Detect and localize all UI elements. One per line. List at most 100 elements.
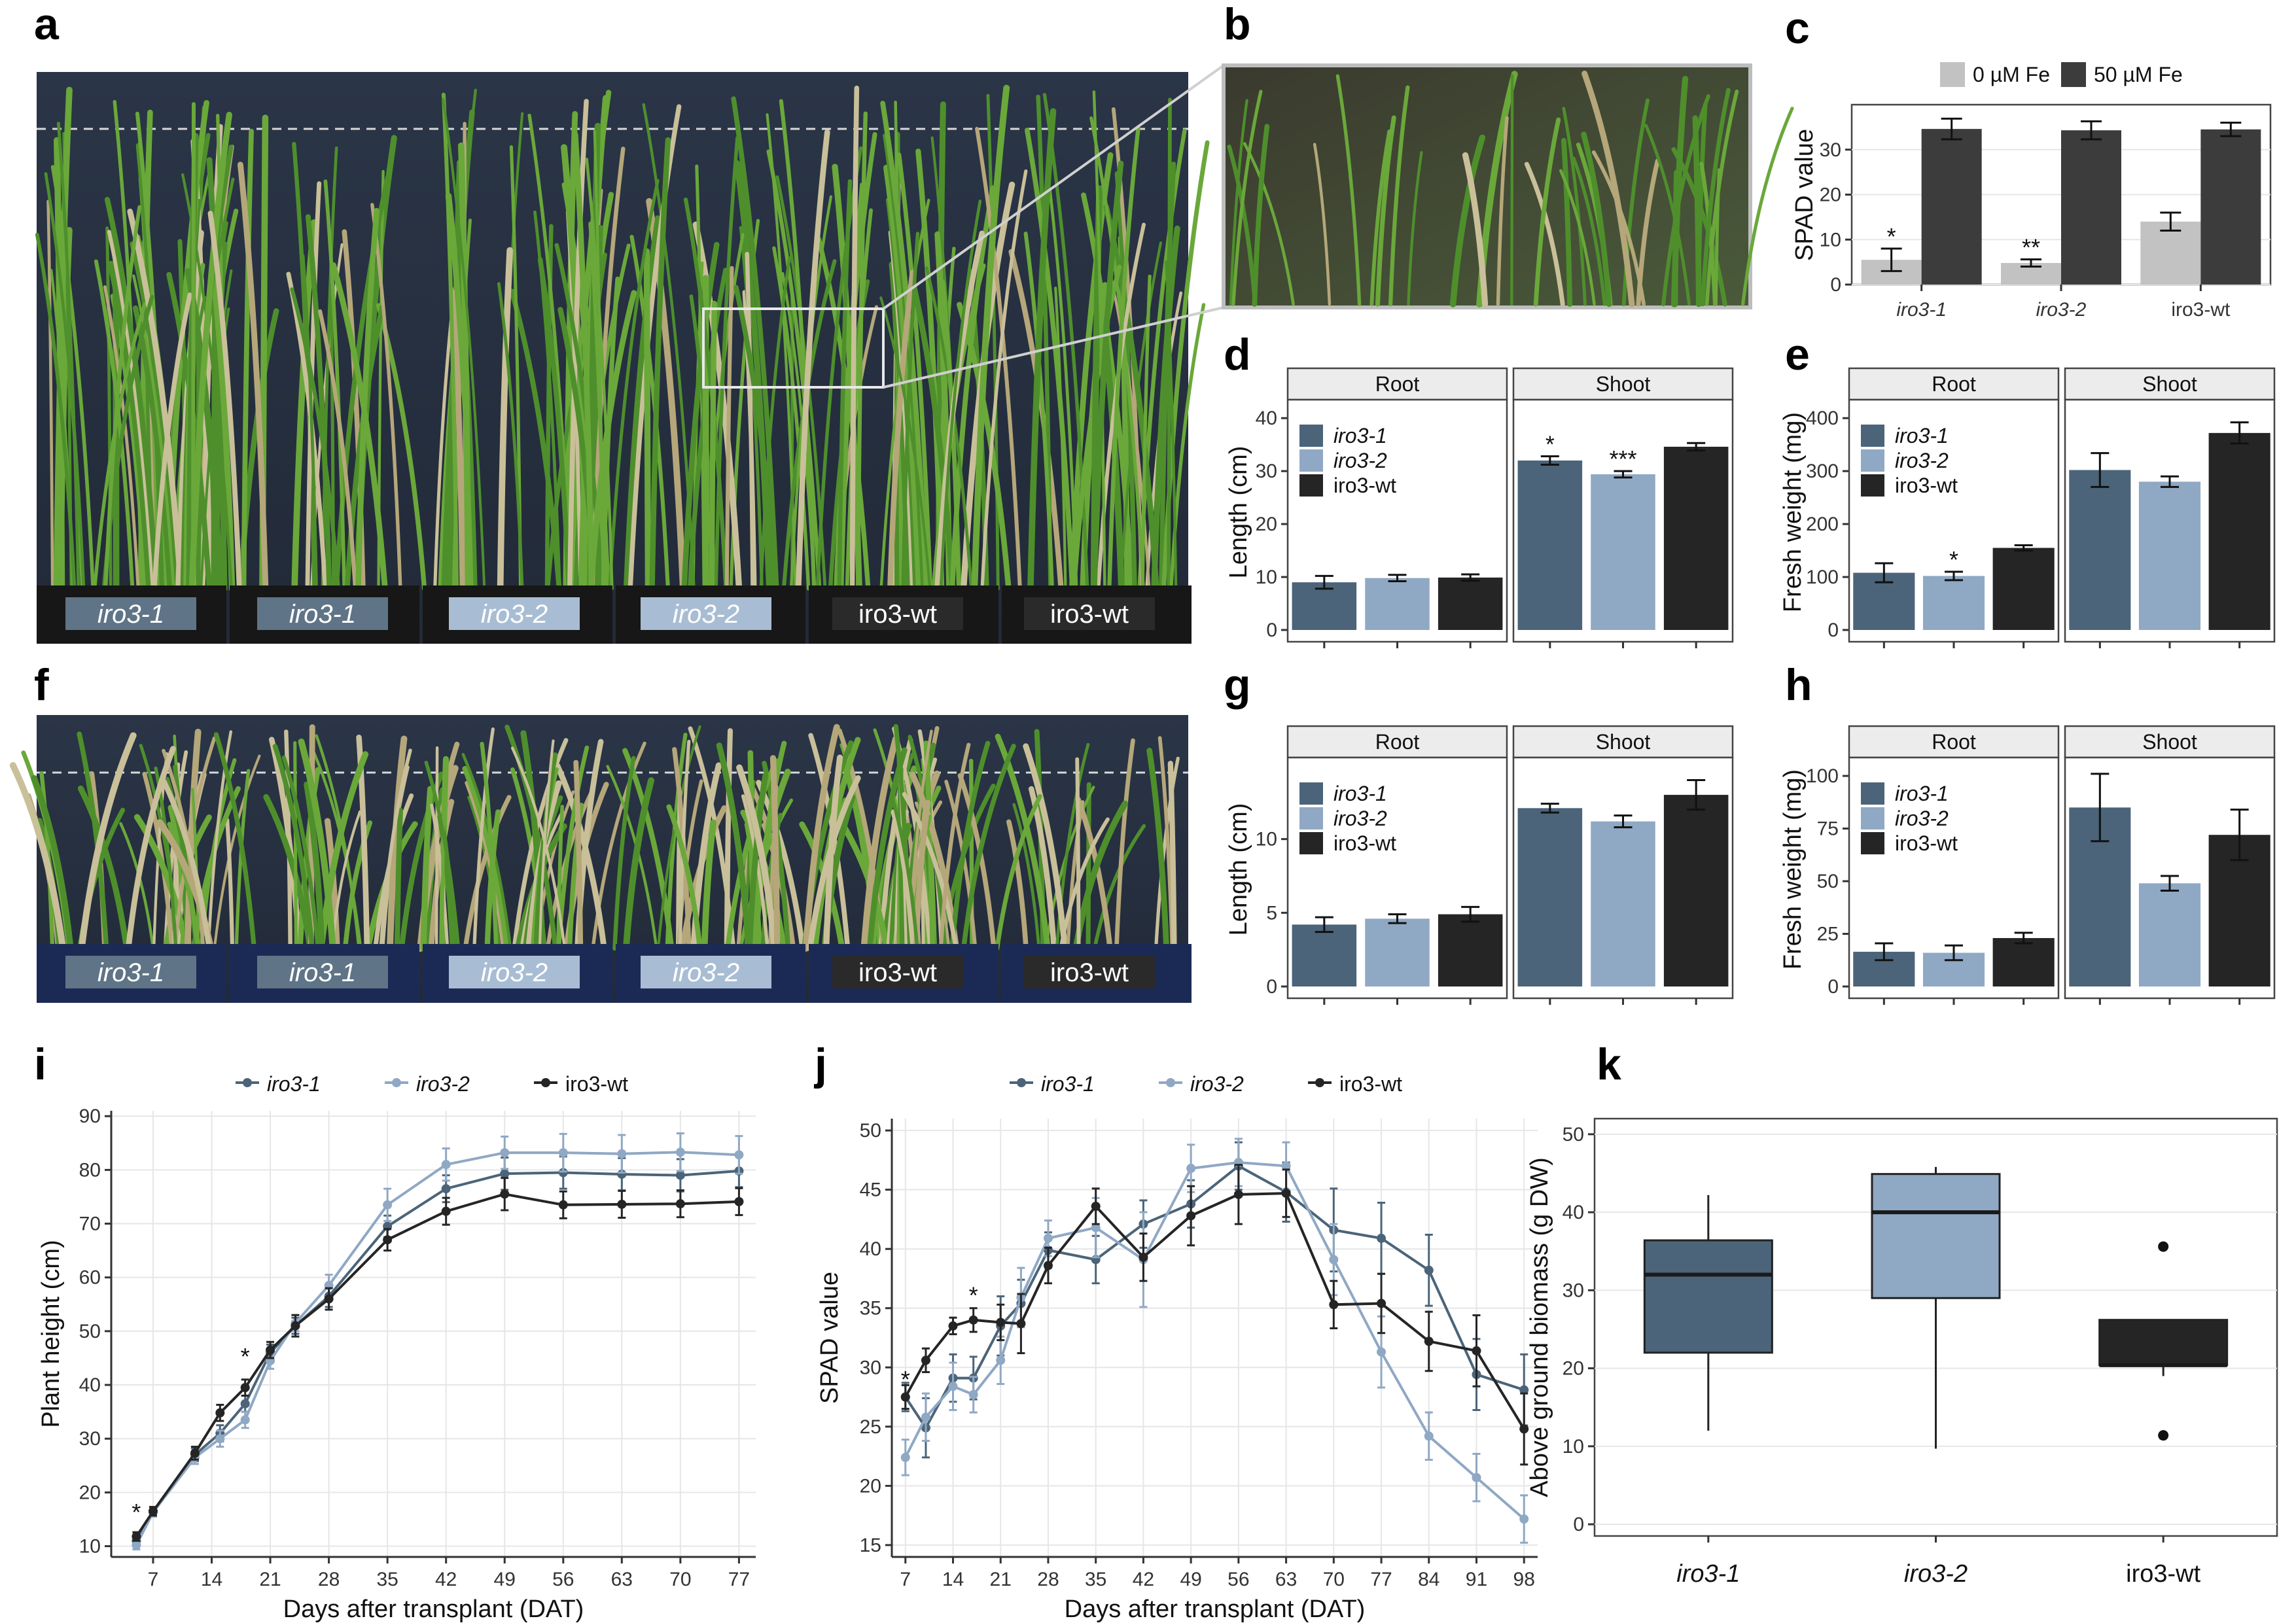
legend-swatch: [1861, 449, 1884, 472]
plant-leaf: [213, 754, 261, 950]
legend-label: iro3-2: [1895, 449, 1949, 472]
plant-leaf: [1093, 824, 1146, 951]
x-tick-label: 91: [1466, 1569, 1487, 1590]
plant-leaf: [724, 266, 734, 591]
bar: [2208, 432, 2270, 630]
x-tick-label: 35: [376, 1569, 398, 1590]
plant-leaf: [1661, 94, 1710, 306]
y-axis-title: Length (cm): [1225, 803, 1252, 936]
plant-leaf: [451, 289, 466, 592]
bar: [1591, 821, 1655, 986]
y-tick-label: 60: [79, 1267, 101, 1289]
y-tick-label: 50: [1563, 1124, 1584, 1145]
chart-k: 0 10 20 30 40 50 Above ground biomass (g DW) ir…: [1526, 1117, 2278, 1588]
plant-leaf: [465, 780, 506, 951]
y-tick-label: 0: [1830, 274, 1841, 296]
y-tick-label: 20: [79, 1482, 101, 1503]
data-point: [675, 1170, 685, 1180]
pot-label: iro3-1: [289, 600, 356, 629]
plants-b: [1227, 71, 1794, 307]
pot-label-box: [449, 956, 580, 988]
plant-leaf: [1023, 743, 1069, 952]
data-point: [240, 1399, 250, 1408]
plant-leaf: [1243, 142, 1295, 306]
data-point: [1424, 1431, 1434, 1441]
pot-label: iro3-2: [673, 600, 739, 629]
y-tick-label: 40: [1563, 1202, 1584, 1223]
plant-leaf: [746, 773, 769, 952]
data-point: [1233, 1189, 1243, 1199]
box: [1643, 1239, 1773, 1354]
pot-label-box: [641, 956, 771, 988]
plant-leaf: [1524, 162, 1565, 307]
legend-label: iro3-wt: [1895, 474, 1958, 497]
x-tick-label: 77: [1370, 1569, 1392, 1590]
plant-leaf: [394, 807, 403, 952]
plant-leaf: [538, 739, 555, 951]
y-tick-label: 0: [1573, 1514, 1584, 1535]
legend-label: iro3-1: [1895, 782, 1949, 805]
y-tick-label: 100: [1806, 765, 1839, 787]
plant-leaf: [497, 247, 514, 592]
y-tick-label: 35: [860, 1298, 881, 1319]
x-tick-label: 84: [1418, 1569, 1439, 1590]
y-tick-label: 200: [1806, 514, 1839, 535]
data-point: [1472, 1473, 1481, 1482]
box: [2098, 1319, 2229, 1367]
data-point: [617, 1149, 627, 1159]
data-point: [996, 1355, 1006, 1365]
plant-leaf: [733, 285, 777, 591]
data-point: [921, 1355, 930, 1365]
y-tick-label: 45: [860, 1179, 881, 1201]
panel-label-e: e: [1785, 330, 1810, 379]
plant-leaf: [585, 158, 614, 591]
plant-leaf: [709, 300, 718, 592]
plant-leaf: [173, 736, 217, 951]
plant-leaf: [845, 208, 873, 591]
plant-leaf: [39, 771, 55, 951]
y-tick-label: 30: [1563, 1280, 1584, 1301]
plant-leaf: [497, 282, 524, 591]
y-tick-label: 20: [1256, 514, 1277, 535]
plant-leaf: [323, 179, 347, 591]
plant-leaf: [237, 162, 269, 592]
data-point: [240, 1415, 250, 1425]
plant-leaf: [370, 203, 402, 591]
plant-leaf: [1229, 99, 1248, 306]
plant-leaf: [1741, 107, 1794, 306]
facet-strip-label: Shoot: [1596, 730, 1651, 754]
facet-strip: [1848, 367, 2060, 401]
plant-leaf: [573, 131, 595, 592]
data-point: [675, 1147, 685, 1157]
plant-leaf: [1231, 90, 1263, 306]
plant-leaf: [815, 146, 863, 591]
bar: [1517, 808, 1583, 986]
plant-leaf: [293, 741, 298, 951]
plant-leaf: [379, 748, 412, 951]
data-point: [1377, 1347, 1386, 1357]
facet-strip: [2064, 725, 2276, 759]
significance-star: *: [241, 1343, 250, 1370]
data-point: [1329, 1300, 1339, 1310]
data-point: [1139, 1252, 1148, 1262]
facet-strip: [1512, 725, 1734, 759]
bar: [2069, 470, 2131, 630]
plant-leaf: [161, 778, 212, 951]
facet-strip: [1512, 367, 1734, 401]
data-point: [1186, 1211, 1196, 1221]
data-point: [190, 1448, 200, 1458]
plant-leaf: [1108, 270, 1151, 591]
chart-e: Fresh weight (mg) 0 100 200 300 400 Root * Shoot…: [1779, 367, 2276, 648]
legend-label: iro3-1: [267, 1072, 321, 1096]
plant-leaf: [50, 165, 95, 591]
bar: [1921, 129, 1982, 285]
y-tick-label: 10: [1820, 229, 1841, 251]
data-point: [148, 1507, 158, 1516]
y-tick-label: 40: [860, 1238, 881, 1260]
plant-leaf: [1252, 124, 1270, 307]
y-tick-label: 20: [1820, 184, 1841, 206]
plant-leaf: [1006, 819, 1029, 951]
y-tick-label: 0: [1828, 620, 1839, 641]
photo-a: iro3-1 iro3-1 iro3-2 iro3-2 iro3-wt iro3-wt: [35, 64, 1225, 644]
